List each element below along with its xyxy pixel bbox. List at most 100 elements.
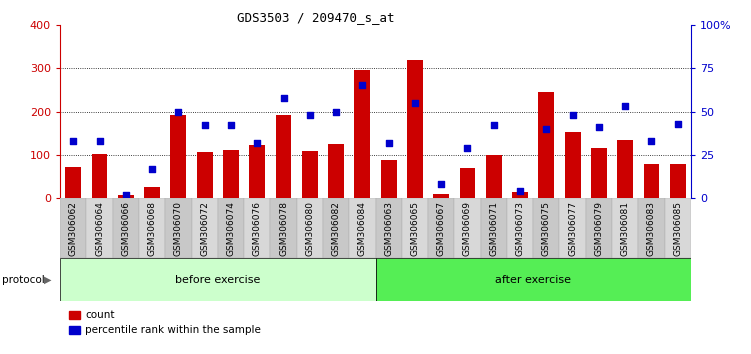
Text: GSM306083: GSM306083 [647, 201, 656, 256]
Point [514, 188, 526, 194]
Bar [454, 198, 481, 258]
Bar [60, 198, 86, 258]
Bar [670, 164, 686, 198]
Point [436, 182, 448, 187]
Bar [144, 187, 160, 198]
Bar [249, 145, 265, 198]
Bar [638, 198, 665, 258]
Bar [538, 92, 554, 198]
Text: GSM306075: GSM306075 [542, 201, 550, 256]
Bar [118, 195, 134, 198]
Bar [139, 198, 165, 258]
Point [488, 122, 500, 128]
Text: GSM306071: GSM306071 [490, 201, 498, 256]
Bar [244, 198, 270, 258]
Point [173, 109, 185, 114]
Text: GSM306081: GSM306081 [621, 201, 629, 256]
Bar [481, 198, 507, 258]
Point [671, 121, 683, 126]
Bar [433, 194, 449, 198]
Bar [586, 198, 612, 258]
Point [645, 138, 658, 144]
Point [68, 138, 80, 144]
Point [330, 109, 342, 114]
Bar [270, 198, 297, 258]
Text: GSM306065: GSM306065 [411, 201, 419, 256]
Text: protocol: protocol [2, 275, 44, 285]
Text: ▶: ▶ [44, 275, 51, 285]
Point [356, 82, 368, 88]
Text: GSM306072: GSM306072 [201, 201, 209, 256]
Bar [512, 192, 528, 198]
Point [409, 100, 421, 105]
Bar [376, 258, 691, 301]
Text: GSM306085: GSM306085 [674, 201, 682, 256]
Text: GSM306070: GSM306070 [174, 201, 182, 256]
Text: GDS3503 / 209470_s_at: GDS3503 / 209470_s_at [237, 11, 394, 24]
Text: before exercise: before exercise [175, 275, 261, 285]
Bar [507, 198, 533, 258]
Bar [65, 167, 81, 198]
Bar [428, 198, 454, 258]
Point [225, 122, 237, 128]
Point [251, 140, 263, 145]
Point [278, 95, 290, 101]
Bar [323, 198, 349, 258]
Point [461, 145, 473, 151]
Text: GSM306078: GSM306078 [279, 201, 288, 256]
Bar [302, 150, 318, 198]
Point [198, 122, 210, 128]
Bar [197, 152, 213, 198]
Bar [223, 150, 239, 198]
Text: GSM306076: GSM306076 [253, 201, 261, 256]
Text: GSM306074: GSM306074 [227, 201, 235, 256]
Bar [460, 168, 475, 198]
Text: GSM306077: GSM306077 [569, 201, 577, 256]
Bar [565, 132, 581, 198]
Bar [559, 198, 586, 258]
Text: GSM306080: GSM306080 [306, 201, 314, 256]
Bar [60, 258, 376, 301]
Bar [665, 198, 691, 258]
Bar [612, 198, 638, 258]
Bar [297, 198, 323, 258]
Bar [486, 155, 502, 198]
Point [541, 126, 553, 132]
Point [383, 140, 395, 145]
Bar [402, 198, 428, 258]
Point [146, 166, 158, 172]
Text: GSM306067: GSM306067 [437, 201, 445, 256]
Bar [92, 154, 107, 198]
Bar [354, 70, 370, 198]
Bar [113, 198, 139, 258]
Bar [170, 115, 186, 198]
Text: after exercise: after exercise [495, 275, 572, 285]
Bar [381, 160, 397, 198]
Bar [192, 198, 218, 258]
Point [93, 138, 105, 144]
Bar [617, 140, 633, 198]
Legend: count, percentile rank within the sample: count, percentile rank within the sample [65, 306, 265, 339]
Point [593, 124, 605, 130]
Bar [328, 144, 344, 198]
Bar [276, 115, 291, 198]
Text: GSM306066: GSM306066 [122, 201, 130, 256]
Text: GSM306073: GSM306073 [516, 201, 524, 256]
Text: GSM306079: GSM306079 [595, 201, 603, 256]
Bar [533, 198, 559, 258]
Text: GSM306068: GSM306068 [148, 201, 156, 256]
Bar [407, 60, 423, 198]
Bar [591, 148, 607, 198]
Text: GSM306069: GSM306069 [463, 201, 472, 256]
Bar [349, 198, 376, 258]
Text: GSM306062: GSM306062 [69, 201, 77, 256]
Point [120, 192, 132, 198]
Bar [165, 198, 192, 258]
Bar [644, 164, 659, 198]
Point [619, 103, 631, 109]
Text: GSM306064: GSM306064 [95, 201, 104, 256]
Bar [218, 198, 244, 258]
Point [567, 112, 579, 118]
Bar [86, 198, 113, 258]
Text: GSM306082: GSM306082 [332, 201, 340, 256]
